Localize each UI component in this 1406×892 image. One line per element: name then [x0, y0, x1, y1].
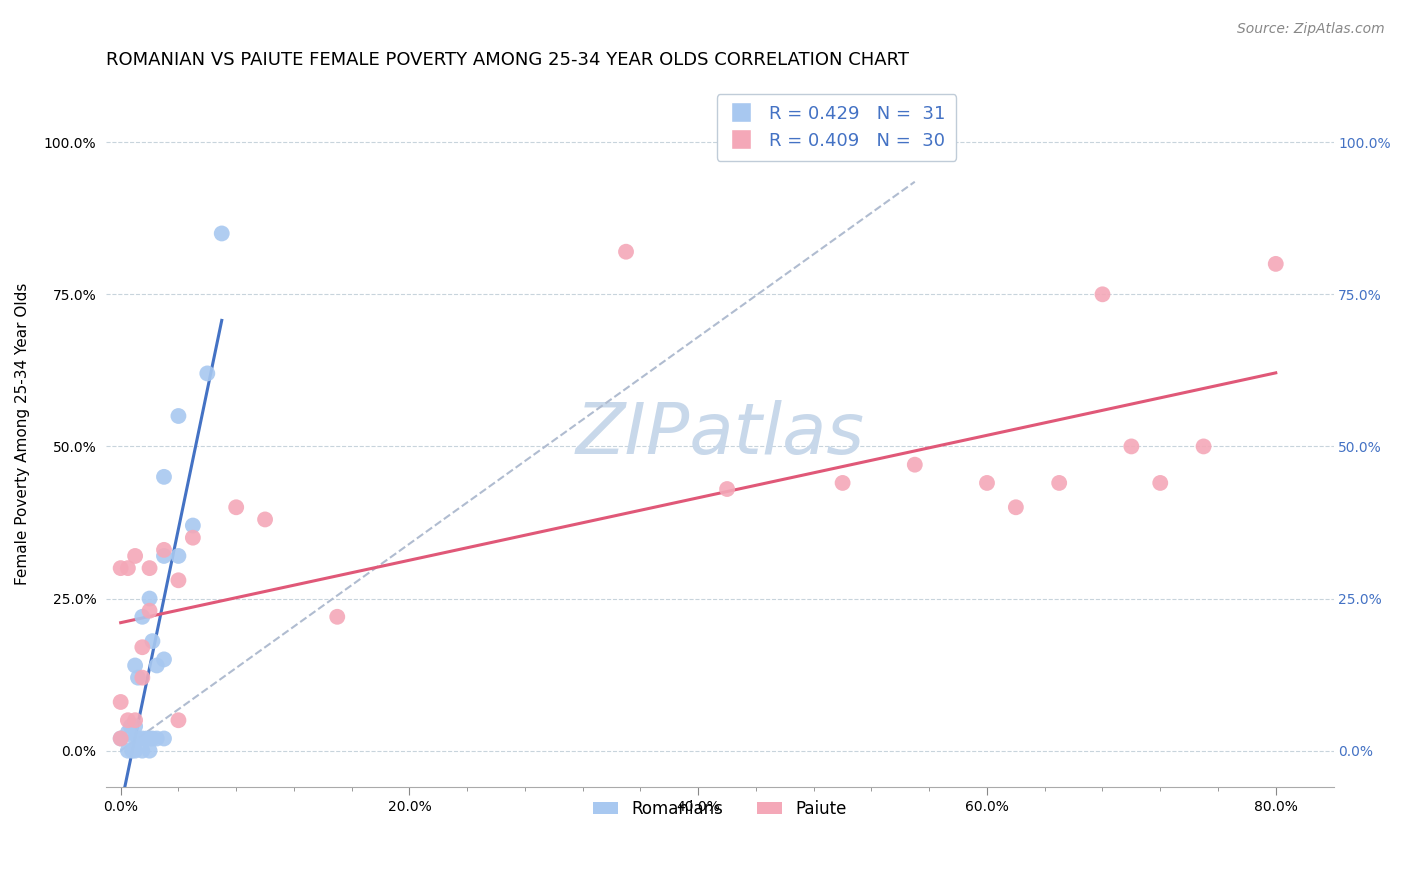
Point — [121, 744, 143, 758]
Point — [138, 731, 160, 746]
Point — [110, 561, 132, 575]
Point — [1192, 439, 1215, 453]
Point — [153, 549, 176, 563]
Point — [326, 609, 349, 624]
Point — [110, 731, 132, 746]
Point — [225, 500, 247, 515]
Point — [904, 458, 927, 472]
Point — [131, 671, 153, 685]
Point — [153, 470, 176, 484]
Y-axis label: Female Poverty Among 25-34 Year Olds: Female Poverty Among 25-34 Year Olds — [15, 283, 30, 585]
Point — [211, 227, 233, 241]
Point — [117, 744, 139, 758]
Point — [153, 542, 176, 557]
Text: Source: ZipAtlas.com: Source: ZipAtlas.com — [1237, 22, 1385, 37]
Point — [131, 731, 153, 746]
Point — [117, 561, 139, 575]
Point — [138, 561, 160, 575]
Point — [167, 409, 190, 423]
Point — [167, 549, 190, 563]
Point — [153, 731, 176, 746]
Point — [124, 731, 146, 746]
Point — [167, 713, 190, 727]
Point — [1005, 500, 1028, 515]
Point — [124, 719, 146, 733]
Point — [127, 671, 149, 685]
Text: ROMANIAN VS PAIUTE FEMALE POVERTY AMONG 25-34 YEAR OLDS CORRELATION CHART: ROMANIAN VS PAIUTE FEMALE POVERTY AMONG … — [107, 51, 910, 69]
Point — [124, 744, 146, 758]
Point — [124, 658, 146, 673]
Point — [131, 609, 153, 624]
Point — [1091, 287, 1114, 301]
Point — [124, 549, 146, 563]
Point — [1047, 475, 1070, 490]
Point — [117, 725, 139, 739]
Point — [976, 475, 998, 490]
Point — [146, 658, 169, 673]
Legend: Romanians, Paiute: Romanians, Paiute — [586, 793, 853, 825]
Point — [181, 518, 204, 533]
Point — [141, 634, 163, 648]
Point — [110, 695, 132, 709]
Point — [138, 604, 160, 618]
Point — [195, 367, 218, 381]
Point — [131, 744, 153, 758]
Text: ZIPatlas: ZIPatlas — [575, 400, 865, 469]
Point — [153, 652, 176, 666]
Point — [120, 719, 142, 733]
Point — [138, 591, 160, 606]
Point — [1149, 475, 1171, 490]
Point — [831, 475, 853, 490]
Point — [124, 713, 146, 727]
Point — [131, 640, 153, 655]
Point — [254, 512, 277, 526]
Point — [117, 713, 139, 727]
Point — [135, 731, 157, 746]
Point — [614, 244, 637, 259]
Point — [141, 731, 163, 746]
Point — [110, 731, 132, 746]
Point — [146, 731, 169, 746]
Point — [138, 744, 160, 758]
Point — [1121, 439, 1143, 453]
Point — [1264, 257, 1286, 271]
Point — [127, 731, 149, 746]
Point — [167, 574, 190, 588]
Point — [716, 482, 738, 496]
Point — [181, 531, 204, 545]
